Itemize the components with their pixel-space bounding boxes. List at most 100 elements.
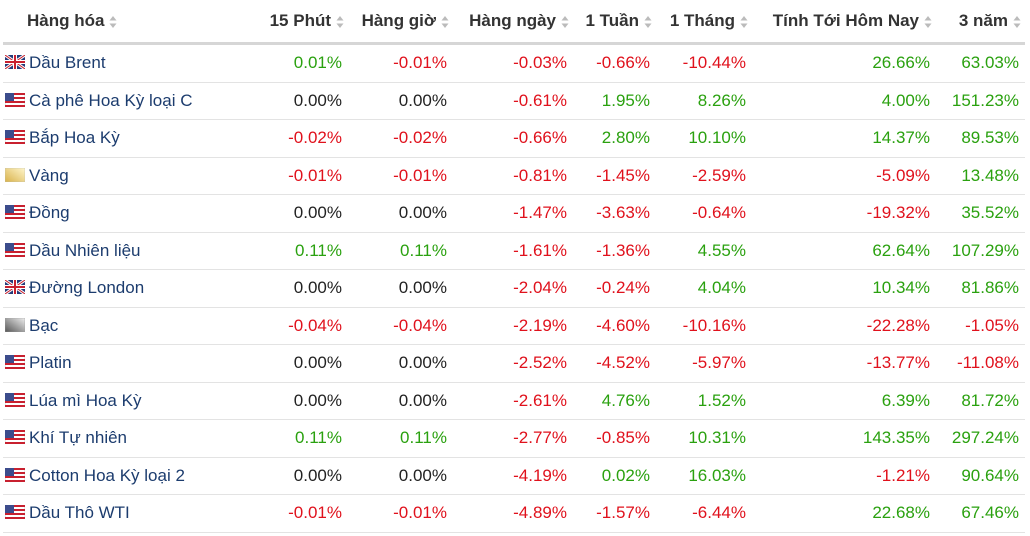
commodity-name-cell: Bắp Hoa Kỳ [3, 119, 248, 158]
change-cell: -0.66% [573, 43, 656, 83]
change-cell: -0.64% [656, 194, 752, 233]
commodity-name-cell: Đường London [3, 269, 248, 308]
change-cell: 107.29% [936, 232, 1025, 270]
header-row: Hàng hóa 15 Phút Hàng giờ Hàng ngày 1 Tuần 1 … [3, 0, 1025, 45]
commodity-link[interactable]: Đường London [29, 278, 145, 298]
change-cell: -0.85% [573, 419, 656, 458]
column-header[interactable]: Hàng ngày [453, 0, 573, 45]
commodity-row: Vàng -0.01% -0.01% -0.81% -1.45% -2.59% -5.09%… [3, 157, 1025, 195]
commodity-name-cell: Vàng [3, 157, 248, 195]
column-header-text: Hàng hóa [27, 11, 105, 30]
commodity-link[interactable]: Cà phê Hoa Kỳ loại C [29, 90, 193, 110]
commodity-name-cell: Dầu Brent [3, 43, 248, 83]
change-cell: -0.02% [248, 119, 348, 158]
change-cell: 10.31% [656, 419, 752, 458]
column-header[interactable]: Hàng giờ [348, 0, 453, 45]
change-cell: -0.01% [248, 494, 348, 533]
change-cell: 151.23% [936, 82, 1025, 120]
column-header[interactable]: Hàng hóa [3, 0, 248, 45]
commodity-row: Đồng 0.00% 0.00% -1.47% -3.63% -0.64% -19.32% 3… [3, 194, 1025, 233]
commodity-row: Dầu Brent 0.01% -0.01% -0.03% -0.66% -10.44% 2… [3, 43, 1025, 83]
change-cell: 143.35% [752, 419, 936, 458]
commodity-name-cell: Lúa mì Hoa Kỳ [3, 382, 248, 420]
sort-icon [924, 15, 932, 28]
column-header[interactable]: 15 Phút [248, 0, 348, 45]
commodity-link[interactable]: Platin [29, 353, 72, 373]
column-header[interactable]: 3 năm [936, 0, 1025, 45]
change-cell: 0.11% [348, 232, 453, 270]
sort-icon [561, 15, 569, 28]
change-cell: -10.44% [656, 43, 752, 83]
commodity-link[interactable]: Dầu Nhiên liệu [29, 240, 141, 260]
change-cell: 4.04% [656, 269, 752, 308]
change-cell: -2.77% [453, 419, 573, 458]
commodity-link[interactable]: Cotton Hoa Kỳ loại 2 [29, 465, 185, 485]
change-cell: -0.24% [573, 269, 656, 308]
flag-icon [5, 317, 25, 332]
flag-icon [5, 205, 25, 220]
commodity-table: Hàng hóa 15 Phút Hàng giờ Hàng ngày 1 Tuần 1 … [3, 0, 1025, 533]
change-cell: 89.53% [936, 119, 1025, 158]
sort-icon [441, 15, 449, 28]
commodity-name-cell: Dầu Thô WTI [3, 494, 248, 533]
change-cell: -5.97% [656, 344, 752, 383]
change-cell: 0.00% [348, 269, 453, 308]
change-cell: -4.60% [573, 307, 656, 345]
column-header[interactable]: 1 Tháng [656, 0, 752, 45]
flag-icon [5, 392, 25, 407]
change-cell: -13.77% [752, 344, 936, 383]
change-cell: -1.57% [573, 494, 656, 533]
change-cell: 2.80% [573, 119, 656, 158]
change-cell: 4.00% [752, 82, 936, 120]
commodity-row: Bắp Hoa Kỳ -0.02% -0.02% -0.66% 2.80% 10.10% 1… [3, 119, 1025, 158]
change-cell: 81.72% [936, 382, 1025, 420]
change-cell: -2.04% [453, 269, 573, 308]
sort-icon [740, 15, 748, 28]
commodity-row: Cotton Hoa Kỳ loại 2 0.00% 0.00% -4.19% 0.02… [3, 457, 1025, 495]
column-header-text: Tính Tới Hôm Nay [772, 11, 919, 30]
change-cell: 13.48% [936, 157, 1025, 195]
flag-icon [5, 280, 25, 295]
commodity-name-cell: Dầu Nhiên liệu [3, 232, 248, 270]
commodity-row: Dầu Thô WTI -0.01% -0.01% -4.89% -1.57% -6.44… [3, 494, 1025, 533]
change-cell: 4.55% [656, 232, 752, 270]
commodity-row: Lúa mì Hoa Kỳ 0.00% 0.00% -2.61% 4.76% 1.52% 6… [3, 382, 1025, 420]
commodity-link[interactable]: Dầu Thô WTI [29, 503, 130, 523]
commodity-row: Đường London 0.00% 0.00% -2.04% -0.24% 4.04% 1… [3, 269, 1025, 308]
column-header[interactable]: Tính Tới Hôm Nay [752, 0, 936, 45]
commodity-link[interactable]: Bạc [29, 315, 59, 335]
change-cell: 0.00% [348, 82, 453, 120]
change-cell: -1.36% [573, 232, 656, 270]
column-header[interactable]: 1 Tuần [573, 0, 656, 45]
column-header-text: Hàng ngày [469, 11, 556, 30]
commodity-name-cell: Platin [3, 344, 248, 383]
change-cell: 0.01% [248, 43, 348, 83]
sort-icon [1013, 15, 1021, 28]
table-body: Dầu Brent 0.01% -0.01% -0.03% -0.66% -10.44% 2… [3, 43, 1025, 533]
change-cell: -4.89% [453, 494, 573, 533]
commodity-link[interactable]: Đồng [29, 203, 70, 223]
column-header-text: 1 Tháng [669, 11, 735, 30]
sort-icon [644, 15, 652, 28]
flag-icon [5, 167, 25, 182]
change-cell: -22.28% [752, 307, 936, 345]
change-cell: -2.59% [656, 157, 752, 195]
change-cell: 90.64% [936, 457, 1025, 495]
change-cell: -1.05% [936, 307, 1025, 345]
change-cell: 4.76% [573, 382, 656, 420]
flag-icon [5, 505, 25, 520]
commodity-link[interactable]: Vàng [29, 165, 69, 185]
commodity-link[interactable]: Dầu Brent [29, 53, 106, 73]
commodity-link[interactable]: Khí Tự nhiên [29, 428, 128, 448]
change-cell: 0.00% [248, 344, 348, 383]
commodity-name-cell: Cà phê Hoa Kỳ loại C [3, 82, 248, 120]
commodity-link[interactable]: Lúa mì Hoa Kỳ [29, 390, 142, 410]
change-cell: -5.09% [752, 157, 936, 195]
change-cell: -2.52% [453, 344, 573, 383]
change-cell: -1.47% [453, 194, 573, 233]
change-cell: 0.00% [348, 457, 453, 495]
change-cell: 1.52% [656, 382, 752, 420]
commodity-link[interactable]: Bắp Hoa Kỳ [29, 128, 120, 148]
change-cell: 10.34% [752, 269, 936, 308]
